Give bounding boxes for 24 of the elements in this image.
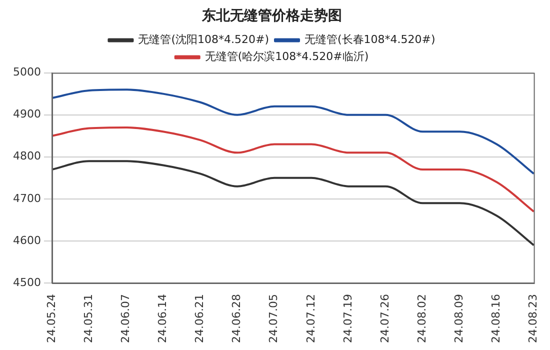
x-tick-label: 24.06.28 [230, 294, 244, 343]
x-tick-label: 24.08.23 [526, 294, 540, 343]
x-tick-label: 24.07.05 [267, 294, 280, 343]
chart-title: 东北无缝管价格走势图 [201, 7, 342, 24]
x-tick-label: 24.08.02 [415, 294, 428, 343]
y-tick-label: 4700 [12, 192, 41, 205]
x-tick-label: 24.08.09 [452, 294, 466, 343]
x-tick-label: 24.05.24 [44, 294, 58, 343]
x-tick-label: 24.07.26 [378, 294, 392, 343]
y-tick-label: 4800 [12, 150, 41, 163]
x-tick-label: 24.07.12 [304, 294, 318, 343]
legend-label: 无缝管(哈尔滨108*4.520#临沂) [204, 50, 369, 64]
x-tick-label: 24.06.14 [156, 294, 170, 343]
y-tick-label: 4900 [12, 108, 41, 121]
y-tick-label: 4600 [12, 234, 41, 247]
legend-label: 无缝管(长春108*4.520#) [304, 33, 436, 46]
legend-label: 无缝管(沈阳108*4.520#) [138, 33, 270, 46]
x-tick-label: 24.07.19 [341, 294, 354, 343]
x-tick-label: 24.06.21 [193, 294, 206, 343]
y-tick-label: 4500 [12, 276, 41, 289]
y-tick-label: 5000 [12, 66, 41, 79]
x-tick-label: 24.08.16 [490, 294, 503, 343]
x-tick-label: 24.05.31 [82, 294, 95, 343]
x-tick-label: 24.06.07 [118, 294, 132, 343]
